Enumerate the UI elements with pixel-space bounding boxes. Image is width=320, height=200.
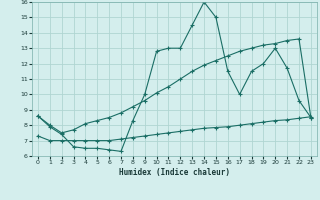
X-axis label: Humidex (Indice chaleur): Humidex (Indice chaleur) bbox=[119, 168, 230, 177]
